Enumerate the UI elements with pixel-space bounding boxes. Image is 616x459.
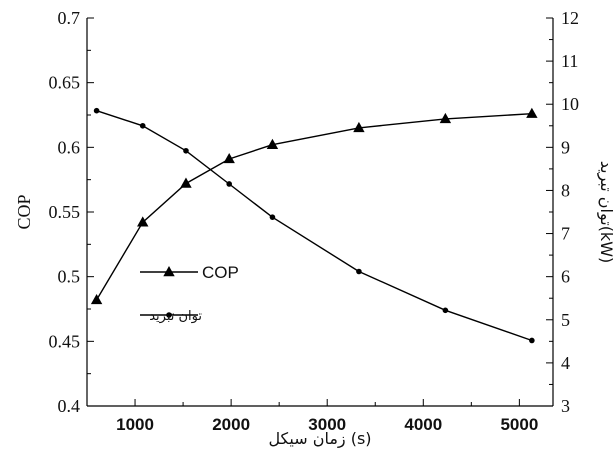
cop-point [353,121,365,133]
y-right-tick-label: 9 [561,137,570,157]
y-left-tick-label: 0.7 [58,8,81,28]
y-right-tick-label: 5 [561,310,570,330]
series-layer [90,107,538,344]
y-right-tick-label: 11 [561,51,578,71]
cop-point [439,112,452,124]
cooling-power-point [356,268,362,275]
cop-point [266,138,279,149]
legend-marker-cop [163,266,175,277]
y-right-tick-label: 3 [561,396,570,416]
y-left-tick-label: 0.4 [58,396,81,416]
cooling-power-point [139,122,146,129]
y-right-axis-title: توان تبرید(kW) [596,161,616,264]
cooling-power-point [529,337,535,344]
axis-titles: زمان سیکل (s) COP توان تبرید(kW) [14,161,616,449]
cop-point [137,216,149,227]
y-right-tick-label: 10 [561,94,579,114]
legend-marker-cooling-power [166,312,172,318]
cop-point [90,293,103,305]
cooling-power-point [226,181,233,187]
y-right-tick-label: 8 [561,180,570,200]
y-right-tick-label: 4 [561,353,570,373]
cooling-power-point [269,214,276,220]
cop-point [180,177,192,188]
legend-label-cop: COP [202,263,239,282]
legend-label-cooling-power: توان تبرید [149,309,202,324]
x-tick-label: 4000 [404,415,442,434]
x-tick-label: 1000 [116,415,154,434]
y-left-tick-label: 0.6 [58,137,81,157]
y-right-tick-label: 7 [561,224,570,244]
cooling-power-point [442,307,449,314]
y-left-tick-label: 0.45 [49,331,81,351]
y-left-tick-label: 0.5 [58,267,81,287]
axes-layer: 0.4 0.45 0.5 0.55 0.6 0.65 0.7 3 4 5 6 7 8 9 10 11 12 100… [49,8,580,434]
x-tick-label: 2000 [212,415,250,434]
y-left-tick-label: 0.65 [49,73,81,93]
y-right-tick-label: 6 [561,267,570,287]
series-line-cop [95,113,532,301]
series-line-cooling-power [96,110,533,342]
x-axis-title: زمان سیکل (s) [268,429,371,449]
y-left-tick-label: 0.55 [49,202,81,222]
cooling-power-point [93,107,100,114]
x-tick-label: 5000 [500,415,538,434]
cooling-power-point [183,147,189,154]
legend: COP توان تبرید [140,263,239,324]
y-right-tick-label: 12 [561,8,579,28]
cop-point [223,152,235,164]
cop-point [526,107,538,118]
x-tick-label: 3000 [308,415,346,434]
y-left-axis-title: COP [14,194,34,229]
